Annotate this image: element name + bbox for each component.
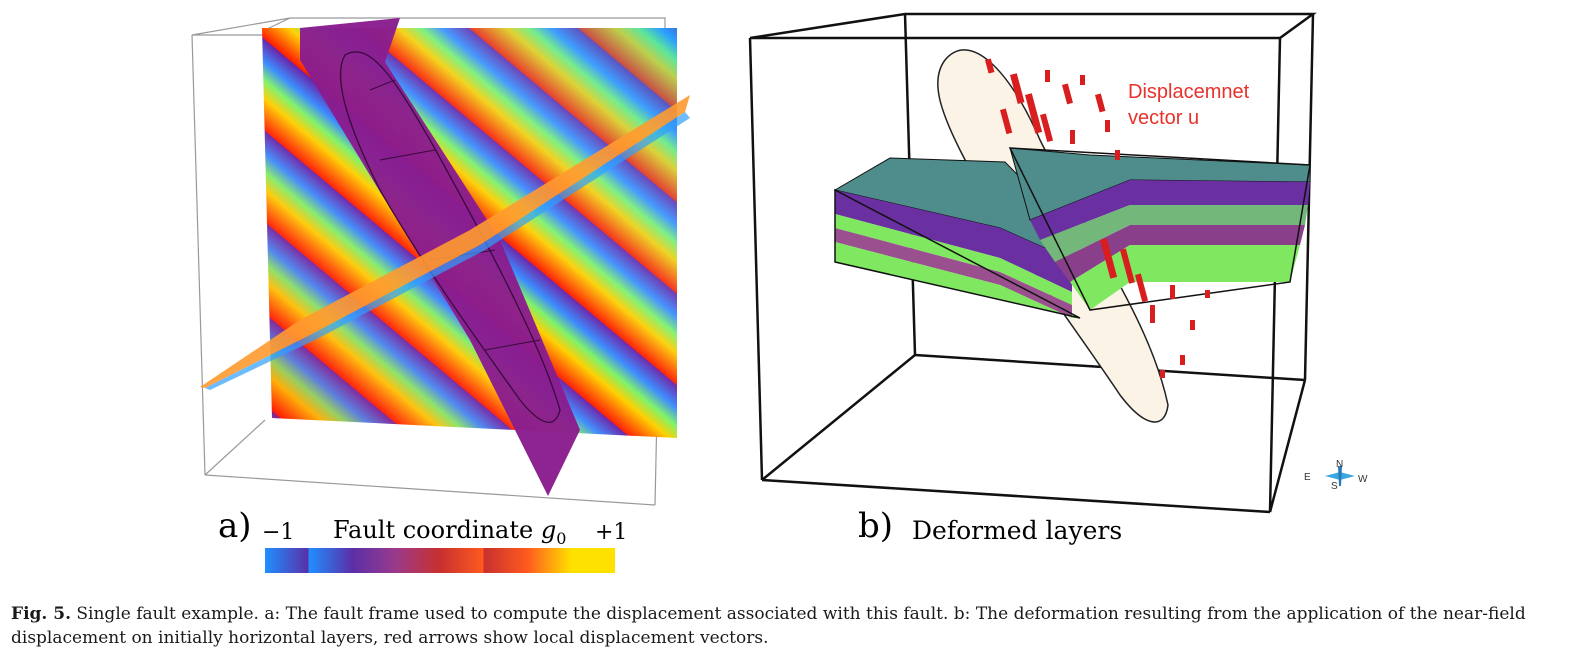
colorbar-max-label: +1 <box>595 520 628 545</box>
compass-s: S <box>1331 481 1338 492</box>
displacement-annotation: Displacemnet vector u <box>1128 79 1249 131</box>
layers-left-block <box>833 157 1081 319</box>
panel-a-graphic <box>191 17 690 506</box>
fault-ellipse-outline <box>339 51 561 423</box>
compass-n: N <box>1336 459 1344 470</box>
panel-b-graphic <box>748 12 1355 514</box>
figure-caption: Fig. 5. Single fault example. a: The fau… <box>11 602 1571 650</box>
figure-graphic <box>191 12 1355 514</box>
compass-graphic <box>1325 466 1355 486</box>
compass-e: E <box>1304 472 1311 483</box>
colorbar-min-label: −1 <box>262 520 295 545</box>
colorbar-title-text: Fault coordinate <box>333 516 541 544</box>
colorbar <box>265 548 615 573</box>
panel-b-letter: b) <box>858 506 894 546</box>
displacement-annotation-line2: vector u <box>1128 107 1200 129</box>
compass-w: W <box>1358 474 1368 485</box>
caption-label: Fig. 5. <box>11 604 71 624</box>
colorbar-title: Fault coordinate g0 <box>333 516 566 548</box>
horizontal-fault-trace <box>200 95 690 388</box>
panel-b-title: Deformed layers <box>912 516 1123 545</box>
displacement-annotation-line1: Displacemnet <box>1128 81 1250 103</box>
colorbar-title-sub: 0 <box>556 528 567 548</box>
displacement-arrows <box>985 58 1210 378</box>
caption-text: Single fault example. a: The fault frame… <box>11 604 1526 648</box>
colorbar-title-var: g <box>540 516 557 544</box>
panel-a-letter: a) <box>218 506 252 546</box>
box-frame-b <box>749 12 1317 40</box>
